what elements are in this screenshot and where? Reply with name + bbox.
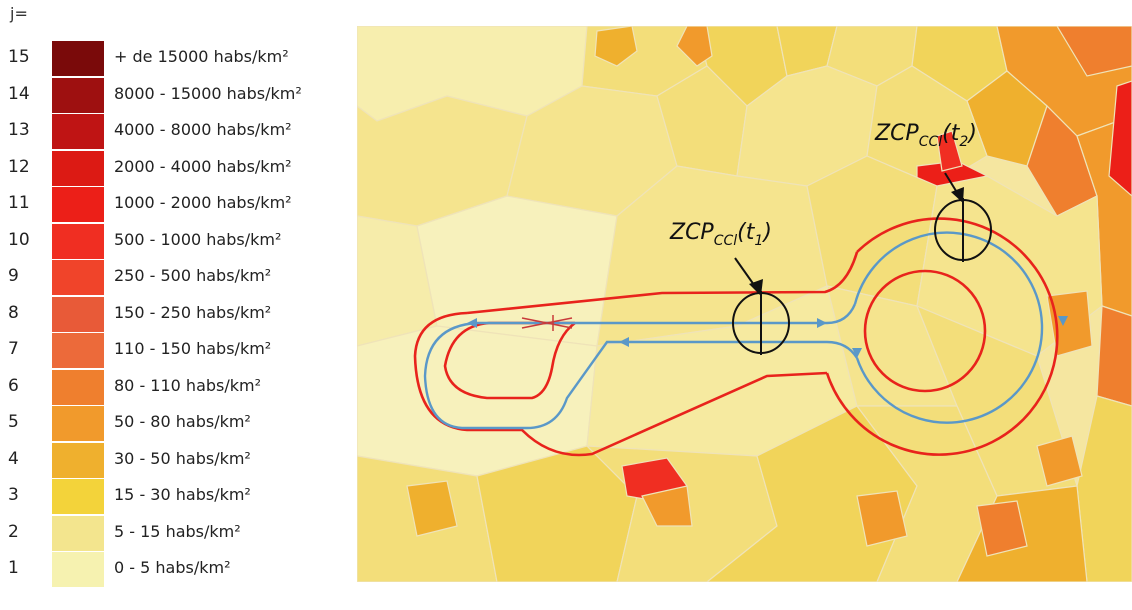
legend-color-swatch bbox=[52, 406, 104, 441]
legend-label: 110 - 150 habs/km² bbox=[114, 339, 272, 358]
legend-label: 8000 - 15000 habs/km² bbox=[114, 83, 302, 103]
density-legend: j= 15 + de 15000 habs/km² 14 8000 - 15000 h… bbox=[0, 0, 350, 610]
legend-class-number: 5 bbox=[8, 412, 19, 432]
legend-label: 50 - 80 habs/km² bbox=[114, 412, 251, 431]
legend-label: 1000 - 2000 habs/km² bbox=[114, 193, 292, 212]
legend-label: 250 - 500 habs/km² bbox=[114, 266, 272, 285]
legend-class-number: 8 bbox=[8, 302, 19, 323]
zcp-t1-marker bbox=[732, 257, 790, 355]
legend-color-swatch bbox=[52, 187, 104, 222]
legend-label: 30 - 50 habs/km² bbox=[114, 448, 251, 468]
legend-label: 5 - 15 habs/km² bbox=[114, 521, 241, 541]
legend-item: 3 15 - 30 habs/km² bbox=[0, 478, 350, 514]
red-route bbox=[413, 217, 1059, 457]
legend-item: 15 + de 15000 habs/km² bbox=[0, 40, 350, 76]
legend-item: 10 500 - 1000 habs/km² bbox=[0, 223, 350, 259]
zcp-t2-label: ZCPCCl(t2) bbox=[874, 121, 977, 150]
legend-class-number: 9 bbox=[8, 266, 19, 286]
legend-item: 4 30 - 50 habs/km² bbox=[0, 442, 350, 478]
legend-label: + de 15000 habs/km² bbox=[114, 47, 289, 66]
legend-label: 500 - 1000 habs/km² bbox=[114, 229, 282, 249]
legend-item: 2 5 - 15 habs/km² bbox=[0, 515, 350, 551]
legend-item: 1 0 - 5 habs/km² bbox=[0, 551, 350, 587]
legend-label: 80 - 110 habs/km² bbox=[114, 375, 262, 395]
legend-class-number: 4 bbox=[8, 448, 19, 469]
legend-item: 5 50 - 80 habs/km² bbox=[0, 405, 350, 441]
legend-color-swatch bbox=[52, 114, 104, 149]
legend-class-number: 6 bbox=[8, 375, 19, 396]
legend-class-number: 13 bbox=[8, 120, 30, 140]
legend-class-number: 11 bbox=[8, 193, 30, 213]
legend-color-swatch bbox=[52, 552, 104, 587]
legend-class-number: 3 bbox=[8, 485, 19, 505]
legend-color-swatch bbox=[52, 260, 104, 295]
zcp-t2-marker bbox=[934, 172, 992, 262]
choropleth-regions bbox=[357, 26, 1132, 582]
legend-label: 0 - 5 habs/km² bbox=[114, 558, 231, 577]
legend-color-swatch bbox=[52, 333, 104, 368]
legend-color-swatch bbox=[52, 515, 104, 551]
zcp-t1-label: ZCPCCl(t1) bbox=[669, 220, 772, 249]
legend-color-swatch bbox=[52, 442, 104, 478]
legend-item: 13 4000 - 8000 habs/km² bbox=[0, 113, 350, 149]
crossing-marker bbox=[521, 315, 573, 331]
legend-item: 8 150 - 250 habs/km² bbox=[0, 296, 350, 332]
legend-color-swatch bbox=[52, 479, 104, 514]
legend-class-number: 12 bbox=[8, 156, 30, 177]
legend-color-swatch bbox=[52, 223, 104, 259]
legend-label: 15 - 30 habs/km² bbox=[114, 485, 251, 504]
legend-title: j= bbox=[10, 4, 28, 23]
density-map: ZCPCCl(t1) ZCPCCl(t2) bbox=[357, 26, 1132, 582]
legend-item: 9 250 - 500 habs/km² bbox=[0, 259, 350, 295]
blue-route bbox=[423, 231, 1068, 430]
legend-item: 12 2000 - 4000 habs/km² bbox=[0, 150, 350, 186]
legend-label: 4000 - 8000 habs/km² bbox=[114, 120, 292, 139]
legend-item: 14 8000 - 15000 habs/km² bbox=[0, 77, 350, 113]
legend-color-swatch bbox=[52, 150, 104, 186]
legend-item: 7 110 - 150 habs/km² bbox=[0, 332, 350, 368]
legend-class-number: 2 bbox=[8, 521, 19, 542]
legend-class-number: 15 bbox=[8, 47, 30, 67]
legend-item: 11 1000 - 2000 habs/km² bbox=[0, 186, 350, 222]
legend-label: 2000 - 4000 habs/km² bbox=[114, 156, 292, 176]
legend-class-number: 1 bbox=[8, 558, 19, 578]
legend-color-swatch bbox=[52, 296, 104, 332]
legend-color-swatch bbox=[52, 41, 104, 76]
legend-class-number: 14 bbox=[8, 83, 30, 104]
legend-label: 150 - 250 habs/km² bbox=[114, 302, 272, 322]
legend-color-swatch bbox=[52, 77, 104, 113]
legend-class-number: 10 bbox=[8, 229, 30, 250]
legend-item: 6 80 - 110 habs/km² bbox=[0, 369, 350, 405]
map-svg: ZCPCCl(t1) ZCPCCl(t2) bbox=[357, 26, 1132, 582]
legend-color-swatch bbox=[52, 369, 104, 405]
legend-class-number: 7 bbox=[8, 339, 19, 359]
